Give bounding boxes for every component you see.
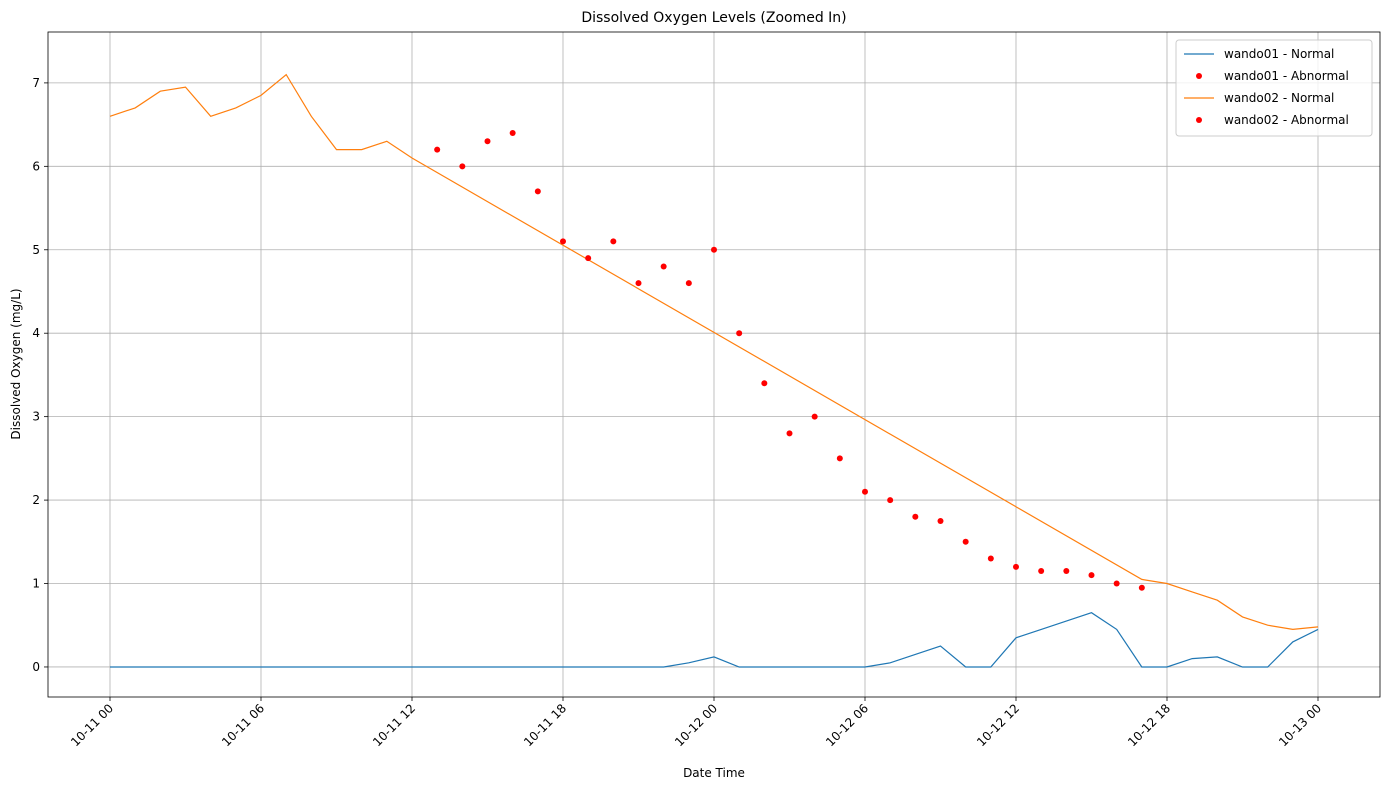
data-point [660, 263, 667, 270]
legend-marker [1196, 117, 1202, 123]
data-point [534, 188, 541, 195]
data-point [484, 138, 491, 145]
data-point [1063, 568, 1070, 575]
series-line [110, 612, 1319, 668]
data-point [434, 146, 441, 153]
legend-label: wando01 - Normal [1224, 47, 1334, 61]
x-tick-label: 10-11 12 [370, 701, 418, 749]
x-tick-label: 10-11 06 [219, 701, 267, 749]
data-point [509, 129, 516, 136]
y-tick-label: 3 [32, 410, 40, 424]
y-tick-label: 4 [32, 326, 40, 340]
data-point [736, 330, 743, 337]
x-tick-label: 10-12 06 [823, 701, 871, 749]
data-point [585, 255, 592, 262]
series-line [109, 73, 1319, 631]
data-point [459, 163, 466, 170]
legend-label: wando02 - Abnormal [1224, 113, 1349, 127]
y-tick-label: 1 [32, 577, 40, 591]
data-point [887, 497, 894, 504]
data-point [962, 538, 969, 545]
data-point [1138, 584, 1145, 591]
data-point [836, 455, 843, 462]
x-tick-label: 10-12 12 [974, 701, 1022, 749]
x-tick-label: 10-11 00 [68, 701, 116, 749]
y-tick-label: 2 [32, 493, 40, 507]
y-tick-label: 0 [32, 660, 40, 674]
chart-title: Dissolved Oxygen Levels (Zoomed In) [581, 10, 846, 26]
legend-label: wando01 - Abnormal [1224, 69, 1349, 83]
plot-frame [47, 31, 1381, 698]
x-tick-label: 10-12 00 [672, 701, 720, 749]
x-tick-label: 10-11 18 [521, 701, 569, 749]
data-point [685, 280, 692, 287]
data-point [1113, 580, 1120, 587]
data-point [560, 238, 566, 245]
y-tick-label: 7 [32, 76, 40, 90]
y-tick-label: 5 [32, 243, 40, 257]
data-point [711, 246, 717, 253]
data-point [987, 555, 994, 562]
y-tick-label: 6 [32, 159, 40, 173]
legend-marker [1196, 73, 1202, 79]
x-tick-label: 10-12 18 [1125, 701, 1173, 749]
data-point [1038, 568, 1045, 575]
legend-label: wando02 - Normal [1224, 91, 1334, 105]
y-axis-label: Dissolved Oxygen (mg/L) [9, 288, 23, 439]
data-point [786, 430, 793, 437]
data-point [635, 280, 642, 287]
x-tick-label: 10-13 00 [1276, 701, 1324, 749]
data-point [610, 238, 617, 245]
data-point [862, 488, 868, 495]
data-point [1013, 563, 1019, 570]
data-point [761, 380, 768, 387]
data-point [811, 413, 818, 420]
data-point [912, 513, 919, 520]
x-axis-label: Date Time [683, 766, 745, 780]
legend-box [1175, 39, 1373, 137]
data-point [1088, 572, 1095, 579]
data-point [937, 517, 944, 524]
